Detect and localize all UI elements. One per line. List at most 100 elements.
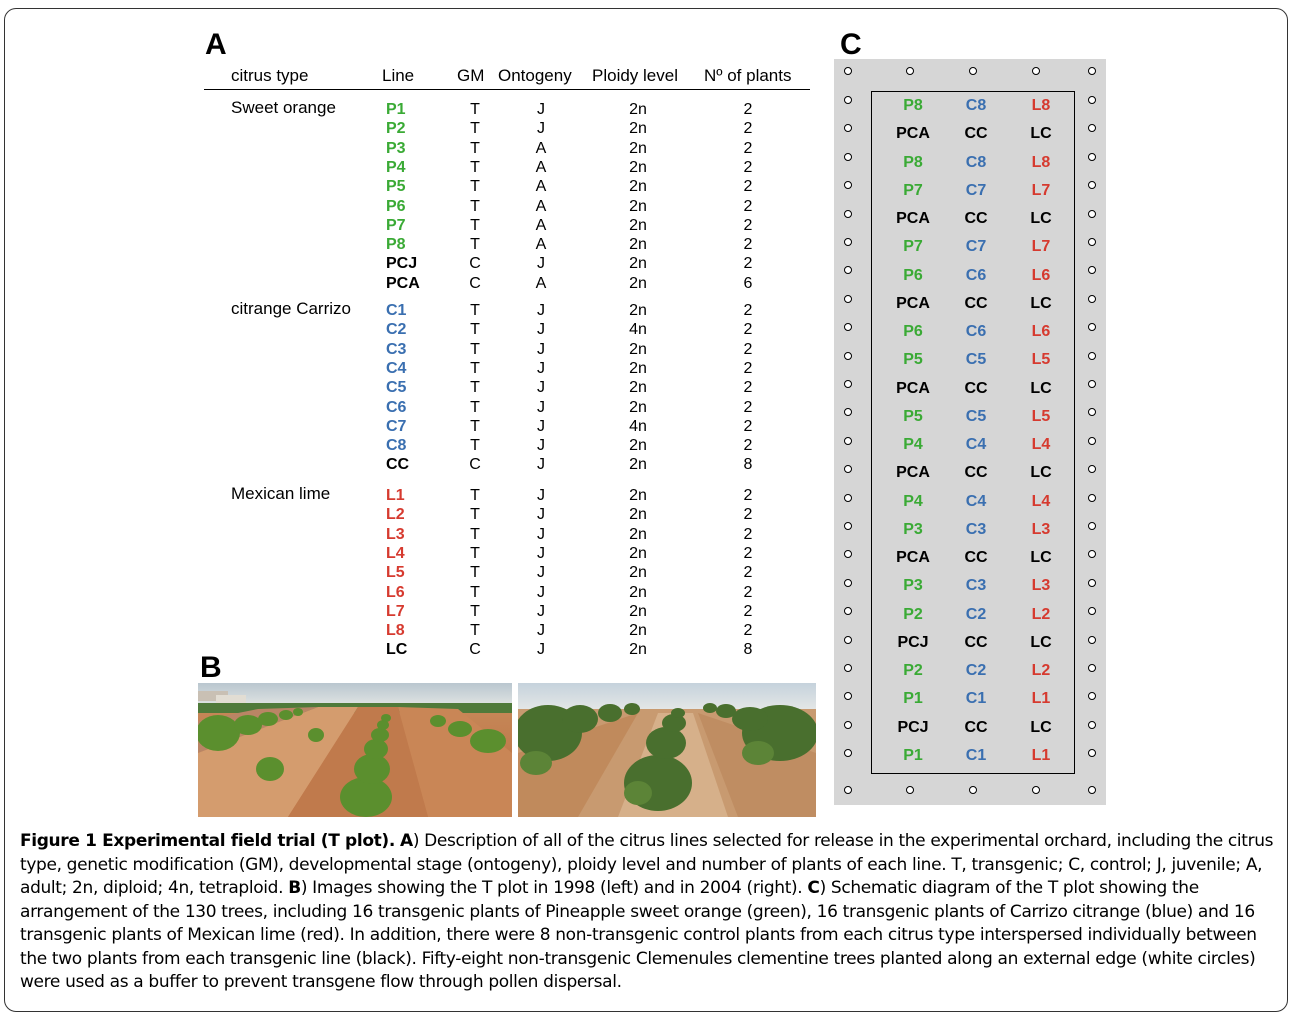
- plot-tree: CC: [964, 549, 988, 566]
- caption-c-label: C: [807, 878, 820, 898]
- ontogeny-cell: A: [535, 178, 547, 196]
- line-cell: L5: [386, 564, 405, 582]
- line-cell: L4: [386, 544, 405, 562]
- plot-tree: P8: [903, 97, 923, 114]
- gm-cell: T: [470, 379, 480, 397]
- plot-tree: C2: [965, 662, 987, 679]
- buffer-tree-marker: [969, 786, 977, 794]
- plot-tree: C6: [965, 323, 987, 340]
- buffer-tree-marker: [1088, 692, 1096, 701]
- plot-tree: L3: [1031, 520, 1051, 538]
- plants-cell: 2: [743, 216, 753, 234]
- line-cell: L7: [386, 602, 405, 620]
- plot-tree: C3: [965, 520, 987, 538]
- buffer-tree-marker: [1088, 720, 1096, 729]
- ontogeny-cell: J: [537, 437, 545, 455]
- ontogeny-cell: J: [537, 641, 545, 659]
- plants-cell: 2: [743, 417, 753, 435]
- plants-cell: 2: [743, 139, 753, 157]
- buffer-tree-marker: [844, 692, 852, 701]
- buffer-tree-marker: [1088, 749, 1096, 758]
- plot-tree: LC: [1030, 379, 1052, 397]
- gm-cell: C: [469, 274, 481, 292]
- ploidy-cell: 2n: [629, 274, 647, 292]
- buffer-tree-marker: [1088, 294, 1096, 303]
- ploidy-cell: 2n: [629, 236, 647, 254]
- plot-tree: PCJ: [897, 718, 929, 736]
- plants-cell: 2: [743, 178, 753, 196]
- line-cell: P6: [386, 197, 406, 215]
- buffer-tree-marker: [844, 96, 852, 104]
- plot-tree: C2: [965, 605, 987, 623]
- header-line: Line: [382, 66, 415, 85]
- ontogeny-cell: J: [537, 564, 545, 582]
- buffer-tree-marker: [844, 522, 852, 530]
- line-cell: L6: [386, 583, 405, 601]
- plants-cell: 8: [743, 456, 753, 474]
- buffer-tree-marker: [844, 465, 852, 474]
- plot-tree: L7: [1031, 238, 1051, 256]
- buffer-tree-marker: [844, 436, 852, 445]
- line-cell: C1: [386, 302, 407, 319]
- buffer-tree-marker: [844, 749, 852, 758]
- gm-cell: T: [470, 321, 480, 339]
- plot-tree: P5: [903, 407, 923, 425]
- plants-cell: 2: [743, 236, 753, 254]
- ontogeny-cell: J: [537, 622, 545, 640]
- plot-tree: C7: [965, 181, 987, 199]
- buffer-tree-marker: [1088, 124, 1096, 133]
- ploidy-cell: 2n: [629, 506, 647, 524]
- buffer-tree-marker: [906, 786, 914, 794]
- buffer-tree-marker: [1088, 266, 1096, 275]
- buffer-tree-marker: [906, 67, 914, 75]
- plot-tree: C1: [965, 746, 987, 764]
- plot-tree: C8: [965, 97, 987, 114]
- buffer-tree-marker: [1032, 67, 1040, 75]
- plot-tree: L5: [1031, 351, 1051, 369]
- buffer-tree-marker: [844, 181, 852, 190]
- ontogeny-cell: J: [537, 525, 545, 543]
- plot-tree: P4: [903, 492, 923, 510]
- plants-cell: 2: [743, 359, 753, 377]
- plot-tree: PCA: [896, 549, 930, 566]
- buffer-tree-marker: [844, 578, 852, 587]
- plot-tree: L6: [1031, 266, 1051, 284]
- buffer-tree-marker: [1088, 436, 1096, 445]
- caption-b-text: ) Images showing the T plot in 1998 (lef…: [300, 878, 803, 898]
- figure-frame: [4, 8, 1288, 1012]
- ploidy-cell: 4n: [629, 417, 647, 435]
- plants-cell: 8: [743, 641, 753, 659]
- plot-tree: L3: [1031, 577, 1051, 595]
- plot-tree: P1: [903, 746, 923, 764]
- header-gm: GM: [457, 66, 485, 85]
- gm-cell: C: [469, 641, 481, 659]
- plot-tree: C5: [965, 407, 987, 425]
- line-cell: L8: [386, 622, 405, 640]
- buffer-tree-marker: [1088, 67, 1096, 75]
- line-cell: C5: [386, 379, 407, 397]
- ploidy-cell: 2n: [629, 398, 647, 416]
- figure-caption: Figure 1 Experimental field trial (T plo…: [20, 830, 1276, 995]
- ploidy-cell: 2n: [629, 359, 647, 377]
- line-cell: PCA: [386, 274, 420, 292]
- plants-cell: 2: [743, 302, 753, 319]
- buffer-tree-marker: [1088, 209, 1096, 218]
- buffer-tree-marker: [1088, 578, 1096, 587]
- plot-tree: LC: [1030, 125, 1052, 143]
- line-cell: LC: [386, 641, 408, 659]
- plot-tree: C7: [965, 238, 987, 256]
- plot-tree: P7: [903, 238, 923, 256]
- gm-cell: T: [470, 120, 480, 138]
- plot-tree: C3: [965, 577, 987, 595]
- buffer-tree-marker: [844, 720, 852, 729]
- plot-tree: L8: [1031, 97, 1051, 114]
- ploidy-cell: 2n: [629, 456, 647, 474]
- gm-cell: T: [470, 506, 480, 524]
- citrus-type-label: Mexican lime: [231, 484, 331, 503]
- ploidy-cell: 2n: [629, 544, 647, 562]
- plants-cell: 2: [743, 340, 753, 358]
- buffer-tree-marker: [844, 408, 852, 417]
- buffer-tree-marker: [844, 380, 852, 388]
- buffer-tree-marker: [844, 664, 852, 672]
- plot-tree: LC: [1030, 210, 1052, 227]
